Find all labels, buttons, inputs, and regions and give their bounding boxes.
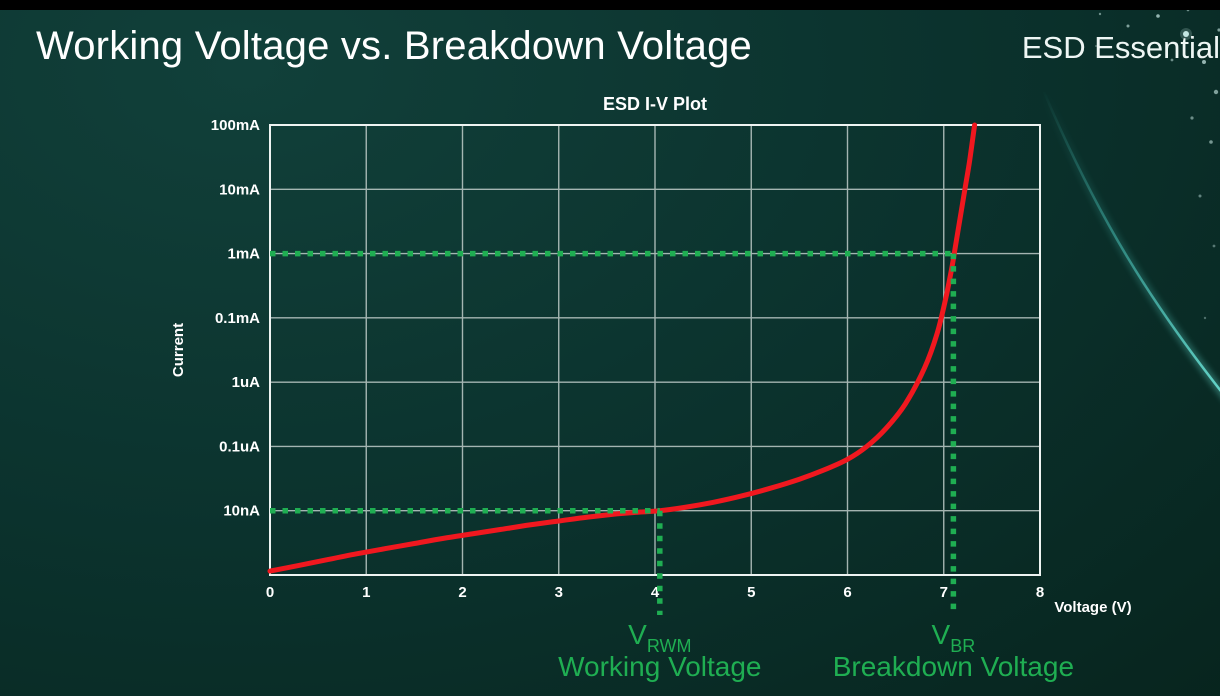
sparkle-dot	[1203, 316, 1207, 320]
sparkle-dot	[1209, 140, 1213, 144]
axis-labels: 10nA 0.1uA 1uA 0.1mA 1mA 10mA 100mA 0 1 2 3 4 5 6 7 8 Vo…	[170, 94, 1132, 616]
sparkle-dot	[1170, 58, 1174, 62]
x-tick-label: 6	[843, 584, 851, 601]
y-tick-label: 1uA	[232, 374, 261, 391]
y-tick-label: 0.1uA	[219, 438, 260, 455]
sparkle-dot	[1180, 28, 1192, 40]
sparkle-dot	[1095, 45, 1097, 47]
top-letterbox-bar	[0, 0, 1220, 10]
x-tick-label: 8	[1036, 584, 1044, 601]
y-axis-title: Current	[170, 323, 187, 377]
y-tick-label: 1mA	[227, 246, 260, 263]
vrwm-symbol: VRWM	[628, 619, 691, 656]
x-axis-title: Voltage (V)	[1054, 599, 1131, 616]
x-tick-label: 7	[940, 584, 948, 601]
sparkle-dot	[1183, 31, 1189, 37]
x-tick-label: 5	[747, 584, 755, 601]
x-tick-label: 1	[362, 584, 370, 601]
iv-curve	[267, 122, 978, 574]
x-tick-label: 3	[555, 584, 563, 601]
x-tick-label: 2	[458, 584, 466, 601]
y-tick-label: 100mA	[211, 117, 260, 134]
sparkle-dot	[1202, 60, 1206, 64]
vrwm-caption: Working Voltage	[558, 651, 761, 682]
sparkle-dot	[1126, 24, 1130, 28]
sparkle-dot	[1217, 28, 1220, 32]
plot-border	[269, 124, 1041, 576]
sparkle-dot	[1156, 14, 1160, 18]
chart-grid	[269, 124, 1041, 576]
page-title: Working Voltage vs. Breakdown Voltage	[36, 24, 752, 68]
y-tick-label: 0.1mA	[215, 310, 260, 327]
x-tick-label: 4	[651, 584, 660, 601]
sparkle-dot	[1213, 89, 1219, 95]
chart-title: ESD I-V Plot	[603, 94, 707, 114]
x-tick-label: 0	[266, 584, 274, 601]
sparkle-dot	[1198, 194, 1202, 198]
vrwm-marker	[270, 507, 663, 615]
sparkle-dot	[1190, 116, 1194, 120]
vbr-marker	[270, 250, 957, 615]
y-tick-label: 10mA	[219, 181, 260, 198]
brand-text: ESD Essential	[1021, 30, 1220, 65]
sparkle-dot	[1098, 12, 1102, 16]
sparkle-dot	[1212, 244, 1216, 248]
y-tick-label: 10nA	[223, 503, 260, 520]
vbr-caption: Breakdown Voltage	[833, 651, 1074, 682]
swoosh-line	[1042, 91, 1220, 392]
vbr-symbol: VBR	[932, 619, 976, 656]
